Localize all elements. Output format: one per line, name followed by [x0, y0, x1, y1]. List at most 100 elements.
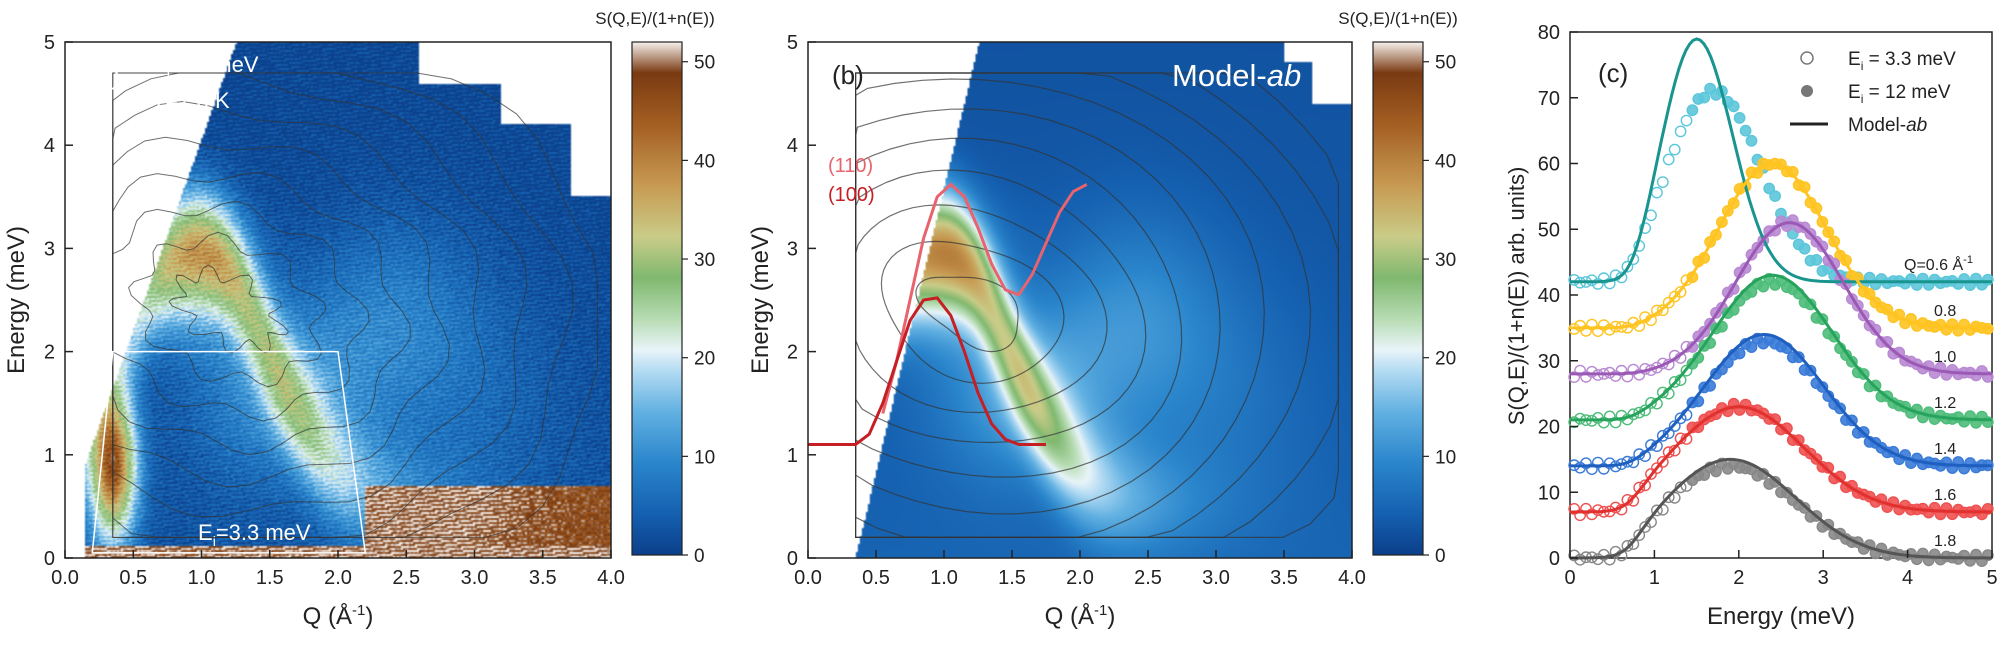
panel-a-inset-outline — [91, 350, 367, 554]
model-line-1.0 — [1570, 221, 1993, 376]
legend-filled-label: Ei = 12 meV — [1848, 82, 1951, 106]
y-tick-label: 0 — [787, 548, 798, 570]
data-point — [1645, 468, 1657, 480]
x-tick-label: 1 — [1649, 567, 1660, 589]
data-point — [1662, 296, 1675, 309]
panel-a-axes: 0.0 0.5 1.0 1.5 2.0 2.5 3.0 3.5 4.0 0 1 2 3 4 5 — [44, 32, 625, 589]
x-tick-label: 2.0 — [1066, 567, 1094, 589]
data-point — [1639, 222, 1652, 235]
x-tick-label: 4.0 — [597, 567, 625, 589]
x-tick-label: 4.0 — [1338, 567, 1366, 589]
colorbar-tick-label: 30 — [694, 250, 715, 271]
data-point — [1668, 143, 1681, 156]
data-point — [1621, 370, 1634, 383]
panel-b-axes: 0.0 0.5 1.0 1.5 2.0 2.5 3.0 3.5 4.0 0 1 2 3 4 5 — [787, 32, 1366, 589]
colorbar-tick-label: 0 — [1435, 546, 1446, 567]
y-tick-label: 2 — [44, 342, 55, 364]
contour-line — [112, 72, 598, 538]
panel-a-temperature: T=7.8 K — [152, 88, 230, 113]
data-point — [1662, 446, 1675, 459]
panel-c-xlabel: Energy (meV) — [1707, 603, 1855, 630]
data-point — [1739, 124, 1752, 137]
data-point — [1627, 408, 1640, 421]
y-tick-label: 4 — [787, 135, 798, 157]
data-point — [1603, 277, 1616, 290]
panel-b-colorbar-gradient — [1372, 41, 1424, 556]
colorbar-tick-label: 0 — [694, 546, 705, 567]
data-point — [1568, 273, 1581, 286]
data-point — [1686, 341, 1699, 353]
panel-a-colorbar: S(Q,E)/(1+n(E)) 0 10 20 30 40 50 — [595, 9, 715, 567]
data-point — [1710, 465, 1722, 478]
model-line-1.2 — [1570, 273, 1993, 422]
panel-c-q-labels: Q=0.6 Å-1 0.8 1.0 1.2 1.4 1.6 1.8 — [1904, 254, 1973, 550]
contour-line — [915, 276, 1019, 353]
data-point — [1603, 457, 1616, 470]
x-tick-label: 1.5 — [256, 567, 284, 589]
legend-open-label: Ei = 3.3 meV — [1848, 49, 1956, 73]
x-tick-label: 2.0 — [324, 567, 352, 589]
y-tick-label: 5 — [787, 32, 798, 54]
x-tick-label: 4 — [1902, 567, 1913, 589]
data-point — [1769, 190, 1782, 203]
x-tick-label: 0.0 — [51, 567, 79, 589]
y-tick-label: 30 — [1538, 351, 1560, 373]
data-point — [1763, 182, 1776, 195]
data-point — [1668, 444, 1681, 457]
panel-b-model-label: Model-ab — [1172, 58, 1301, 93]
data-point — [1574, 364, 1587, 377]
colorbar-tick-label: 20 — [694, 349, 715, 370]
data-point — [1656, 304, 1669, 317]
panel-b-contours — [855, 72, 1339, 538]
y-tick-label: 80 — [1538, 22, 1560, 44]
colorbar-tick-label: 30 — [1435, 250, 1456, 271]
data-point — [1592, 325, 1604, 337]
y-tick-label: 4 — [44, 135, 55, 157]
x-tick-label: 1.0 — [930, 567, 958, 589]
y-tick-label: 20 — [1538, 417, 1560, 439]
contour-line — [880, 240, 1065, 384]
y-tick-label: 60 — [1538, 154, 1560, 176]
data-point — [1597, 416, 1610, 429]
colorbar-tick-label: 40 — [1435, 151, 1456, 172]
panel-c-frame — [1569, 31, 1993, 559]
data-point — [1656, 176, 1669, 189]
data-point — [1745, 285, 1758, 298]
data-point — [1568, 371, 1581, 383]
legend-line-label: Model-ab — [1848, 115, 1927, 136]
data-point — [1981, 273, 1994, 286]
panel-c-plot — [1568, 37, 1994, 567]
panel-b-colorbar-title: S(Q,E)/(1+n(E)) — [1338, 9, 1458, 28]
panel-b-ylabel: Energy (meV) — [747, 226, 774, 374]
panel-c-label: (c) — [1598, 58, 1628, 88]
model-line-1.6 — [1570, 405, 1992, 514]
data-point — [1568, 502, 1581, 515]
y-tick-label: 1 — [787, 445, 798, 467]
colorbar-tick-label: 40 — [694, 151, 715, 172]
data-point — [1674, 412, 1687, 425]
data-point — [1633, 406, 1646, 419]
data-point — [1668, 375, 1681, 388]
dispersion-100-curve — [808, 296, 1046, 446]
y-tick-label: 5 — [44, 32, 55, 54]
data-point — [1792, 434, 1805, 446]
data-point — [1568, 549, 1581, 562]
panel-c-ylabel: S(Q,E)/(1+n(E)) arb. units) — [1504, 167, 1529, 426]
y-tick-label: 3 — [787, 238, 798, 260]
dispersion-100-label: (100) — [828, 184, 875, 206]
data-point — [1609, 416, 1622, 429]
data-point — [1733, 112, 1746, 124]
panel-a-colorbar-gradient — [631, 41, 683, 556]
data-point — [1603, 553, 1616, 566]
panel-b-label: (b) — [832, 60, 864, 90]
contour-line — [128, 231, 327, 388]
data-point — [1757, 280, 1770, 293]
q-label: Q=0.6 Å-1 — [1904, 254, 1973, 274]
data-point — [1686, 104, 1699, 117]
colorbar-tick-label: 50 — [1435, 53, 1456, 74]
panel-a-ei-label: Ei=12 meV — [152, 52, 259, 81]
dispersion-110-curve — [881, 182, 1088, 414]
x-tick-label: 0.5 — [119, 567, 147, 589]
contour-line — [855, 72, 1339, 538]
